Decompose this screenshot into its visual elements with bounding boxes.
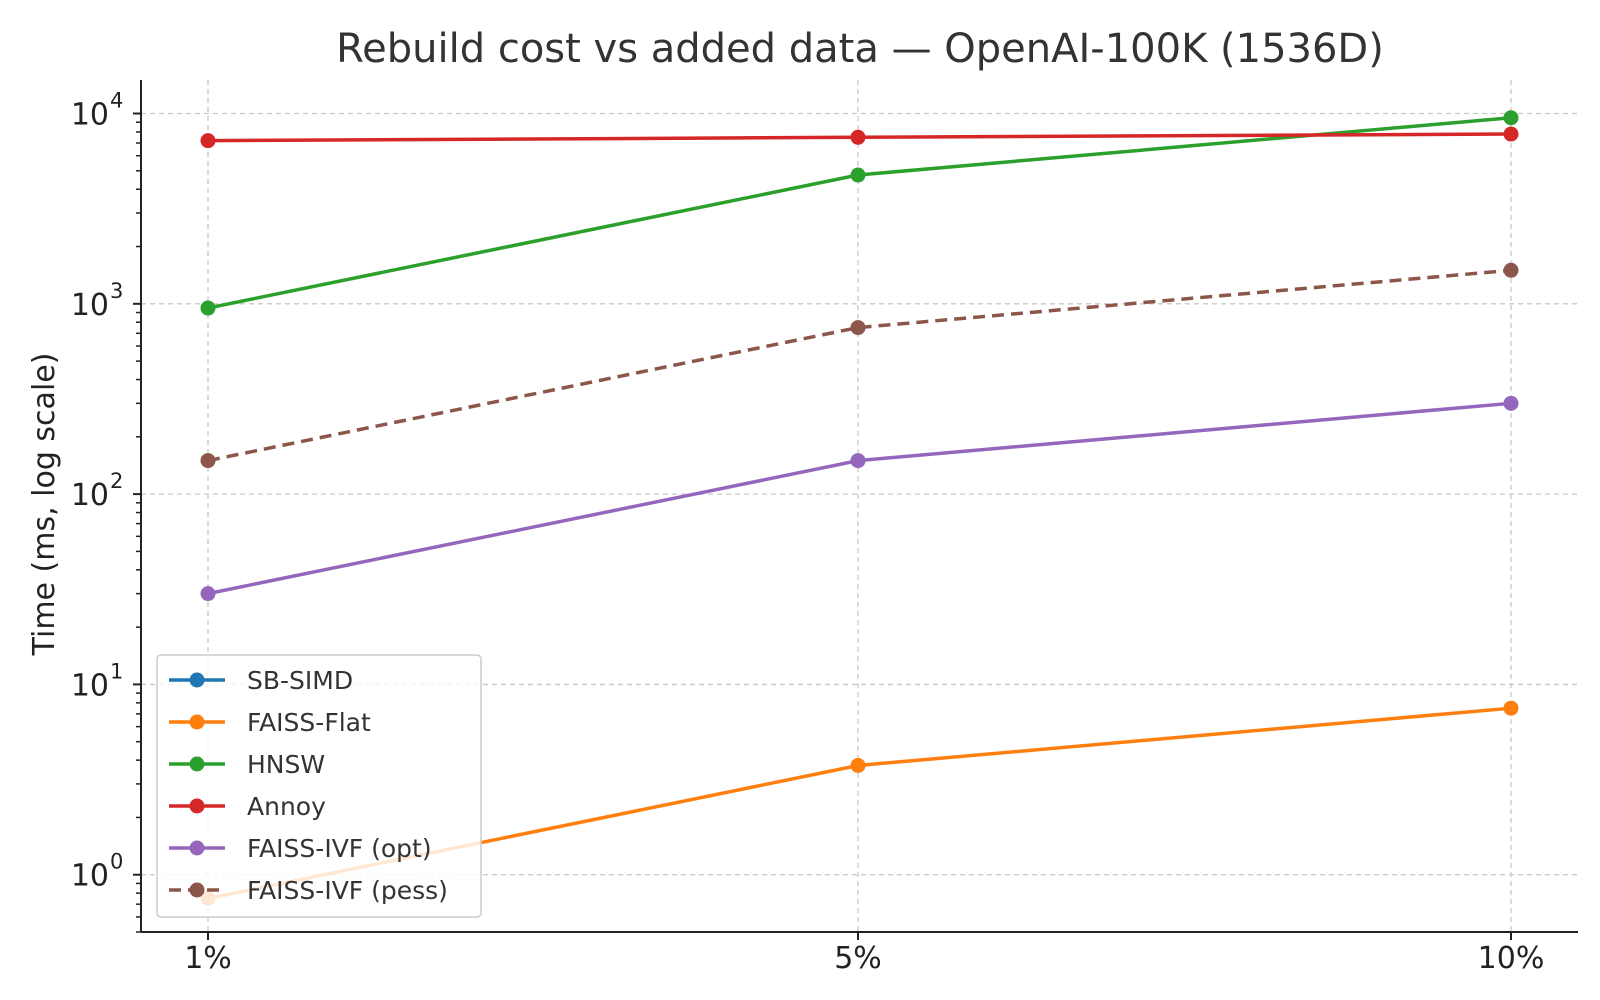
- legend-label: FAISS-IVF (pess): [247, 876, 448, 905]
- x-tick-label: 5%: [834, 941, 882, 976]
- series-faiss-ivf-pess: [200, 262, 1519, 469]
- data-point: [850, 320, 866, 336]
- y-tick-label: 10: [71, 859, 109, 894]
- data-point: [850, 167, 866, 183]
- legend-item: Annoy: [169, 792, 326, 821]
- legend-swatch-marker: [189, 714, 205, 730]
- y-tick-label: 10: [71, 668, 109, 703]
- y-tick-label: 10: [71, 288, 109, 323]
- data-point: [1503, 700, 1519, 716]
- chart-title: Rebuild cost vs added data — OpenAI-100K…: [336, 26, 1384, 72]
- legend-box: [156, 654, 482, 918]
- y-tick-exponent: 3: [110, 279, 123, 303]
- grid: [141, 80, 1578, 932]
- series-line: [207, 116, 1512, 310]
- legend-label: FAISS-Flat: [247, 708, 371, 737]
- y-tick-exponent: 2: [110, 469, 123, 493]
- series-faiss-ivf-opt: [200, 395, 1519, 602]
- data-point: [200, 586, 216, 602]
- legend-label: SB-SIMD: [247, 666, 353, 695]
- axes: [140, 80, 1578, 933]
- y-axis-label: Time (ms, log scale): [27, 353, 62, 657]
- x-tick-label: 1%: [184, 941, 232, 976]
- data-point: [200, 300, 216, 316]
- series-line: [207, 268, 1512, 463]
- data-point: [1503, 395, 1519, 411]
- y-tick-exponent: 1: [110, 659, 123, 683]
- y-tick-label: 10: [71, 478, 109, 513]
- legend-item: FAISS-IVF (opt): [169, 834, 432, 863]
- y-tick-exponent: 4: [110, 89, 123, 113]
- data-point: [200, 453, 216, 469]
- legend-item: FAISS-IVF (pess): [169, 876, 448, 905]
- legend-swatch-marker: [189, 798, 205, 814]
- data-point: [1503, 126, 1519, 142]
- y-tick-label: 10: [71, 98, 109, 133]
- legend-label: Annoy: [247, 792, 326, 821]
- data-point: [1503, 110, 1519, 126]
- data-point: [850, 757, 866, 773]
- y-tick-exponent: 0: [110, 850, 123, 874]
- data-point: [850, 453, 866, 469]
- legend-item: HNSW: [169, 750, 325, 779]
- legend-swatch-marker: [189, 756, 205, 772]
- legend-swatch-marker: [189, 882, 205, 898]
- legend-label: FAISS-IVF (opt): [247, 834, 432, 863]
- data-point: [1503, 262, 1519, 278]
- x-tick-label: 10%: [1478, 941, 1545, 976]
- data-point: [850, 129, 866, 145]
- data-point: [200, 133, 216, 149]
- legend-item: FAISS-Flat: [169, 708, 371, 737]
- legend-swatch-marker: [189, 672, 205, 688]
- legend-swatch-marker: [189, 840, 205, 856]
- legend: SB-SIMD FAISS-Flat HNSW Annoy FAISS-IVF (opt…: [156, 654, 482, 918]
- series-line: [207, 401, 1512, 596]
- legend-item: SB-SIMD: [169, 666, 353, 695]
- series-annoy: [200, 126, 1519, 149]
- legend-label: HNSW: [247, 750, 325, 779]
